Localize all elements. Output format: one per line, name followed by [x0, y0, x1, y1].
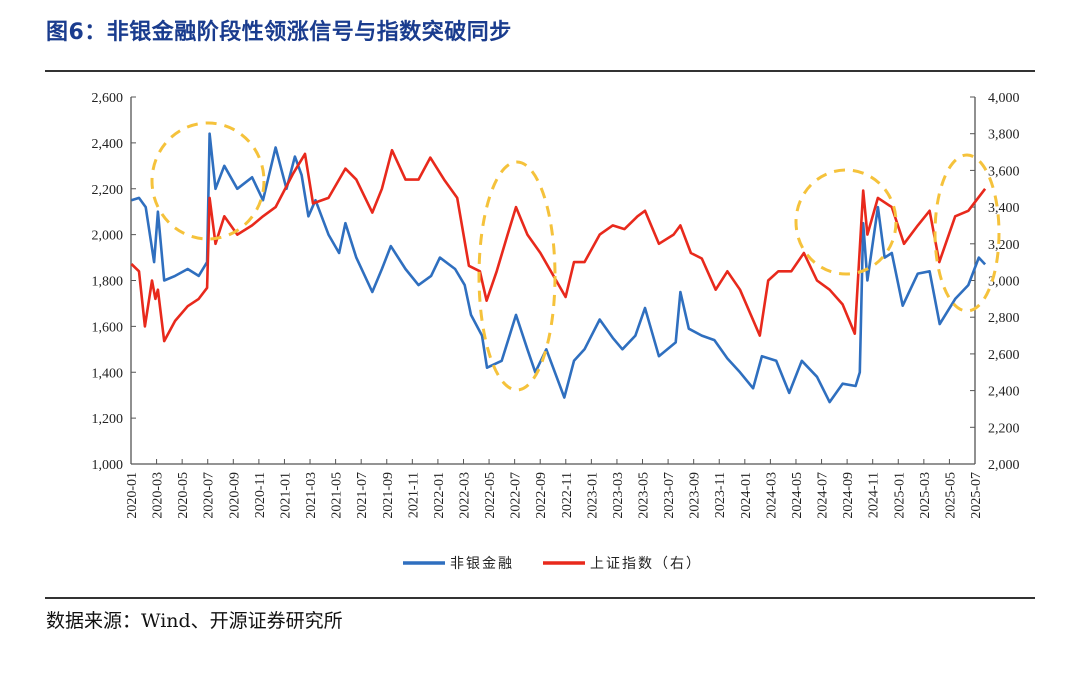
highlight-circle-2025-07 — [933, 153, 1001, 313]
left-tick-label: 1,000 — [92, 458, 124, 473]
legend-label-nonbank: 非银金融 — [450, 556, 514, 572]
left-tick-label: 2,200 — [92, 183, 124, 198]
x-tick-label: 2023-07 — [662, 472, 677, 519]
left-tick-label: 2,400 — [92, 137, 124, 152]
x-tick-label: 2021-09 — [381, 472, 396, 519]
right-tick-label: 2,600 — [988, 348, 1020, 363]
x-tick-label: 2024-01 — [739, 472, 754, 519]
x-tick-label: 2021-05 — [330, 472, 345, 519]
x-tick-label: 2022-09 — [534, 472, 549, 519]
source-note: 数据来源：Wind、开源证券研究所 — [46, 610, 343, 632]
x-tick-label: 2023-05 — [637, 472, 652, 519]
left-tick-label: 2,000 — [92, 229, 124, 244]
x-tick-label: 2020-03 — [151, 472, 166, 519]
right-tick-label: 3,200 — [988, 238, 1020, 253]
x-tick-label: 2023-01 — [585, 472, 600, 519]
highlight-circle-2024-10 — [794, 168, 898, 276]
left-tick-label: 2,600 — [92, 91, 124, 106]
x-tick-label: 2022-01 — [432, 472, 447, 519]
x-tick-label: 2020-05 — [176, 472, 191, 519]
left-tick-label: 1,400 — [92, 366, 124, 381]
x-tick-label: 2020-07 — [202, 472, 217, 519]
axes: 1,000 1,200 1,400 1,600 1,800 2,000 2,200 2,400… — [92, 91, 1020, 519]
figure-title: 图6：非银金融阶段性领涨信号与指数突破同步 — [46, 20, 512, 45]
x-tick-label: 2025-03 — [918, 472, 933, 519]
highlight-circles — [150, 121, 1001, 392]
x-tick-label: 2020-11 — [253, 472, 268, 518]
x-tick-label: 2025-07 — [969, 472, 984, 519]
top-rule — [45, 70, 1035, 72]
x-tick-label: 2024-11 — [867, 472, 882, 518]
left-tick-label: 1,200 — [92, 412, 124, 427]
x-tick-label: 2023-09 — [688, 472, 703, 519]
left-tick-label: 1,600 — [92, 320, 124, 335]
left-tick-label: 1,800 — [92, 275, 124, 290]
right-tick-label: 2,800 — [988, 311, 1020, 326]
x-tick-label: 2022-07 — [509, 472, 524, 519]
bottom-rule — [45, 597, 1035, 599]
x-tick-label: 2024-05 — [790, 472, 805, 519]
x-tick-label: 2024-03 — [764, 472, 779, 519]
x-tick-label: 2025-01 — [892, 472, 907, 519]
x-tick-label: 2024-09 — [841, 472, 856, 519]
legend-label-shanghai-index: 上证指数（右） — [590, 556, 702, 572]
series-line-nonbank — [131, 132, 987, 404]
x-tick-label: 2022-05 — [483, 472, 498, 519]
x-tick-label: 2024-07 — [816, 472, 831, 519]
right-tick-label: 3,400 — [988, 201, 1020, 216]
right-tick-label: 2,400 — [988, 385, 1020, 400]
highlight-circle-2020-07 — [150, 121, 266, 241]
right-tick-label: 4,000 — [988, 91, 1020, 106]
right-tick-label: 2,000 — [988, 458, 1020, 473]
x-tick-label: 2022-03 — [457, 472, 472, 519]
x-tick-label: 2021-01 — [278, 472, 293, 519]
legend: 非银金融 上证指数（右） — [403, 556, 702, 572]
x-tick-label: 2020-09 — [227, 472, 242, 519]
series-line-shanghai-index — [130, 148, 987, 343]
right-tick-label: 3,800 — [988, 128, 1020, 143]
right-tick-label: 2,200 — [988, 421, 1020, 436]
x-tick-label: 2023-03 — [611, 472, 626, 519]
right-tick-label: 3,600 — [988, 164, 1020, 179]
highlight-circle-2022-07 — [477, 160, 557, 392]
x-tick-label: 2021-11 — [406, 472, 421, 518]
x-tick-label: 2022-11 — [560, 472, 575, 518]
x-tick-label: 2025-05 — [943, 472, 958, 519]
x-tick-label: 2021-03 — [304, 472, 319, 519]
right-tick-label: 3,000 — [988, 275, 1020, 290]
series-lines — [130, 132, 987, 404]
x-tick-label: 2023-11 — [713, 472, 728, 518]
x-tick-label: 2021-07 — [355, 472, 370, 519]
x-tick-label: 2020-01 — [125, 472, 140, 519]
